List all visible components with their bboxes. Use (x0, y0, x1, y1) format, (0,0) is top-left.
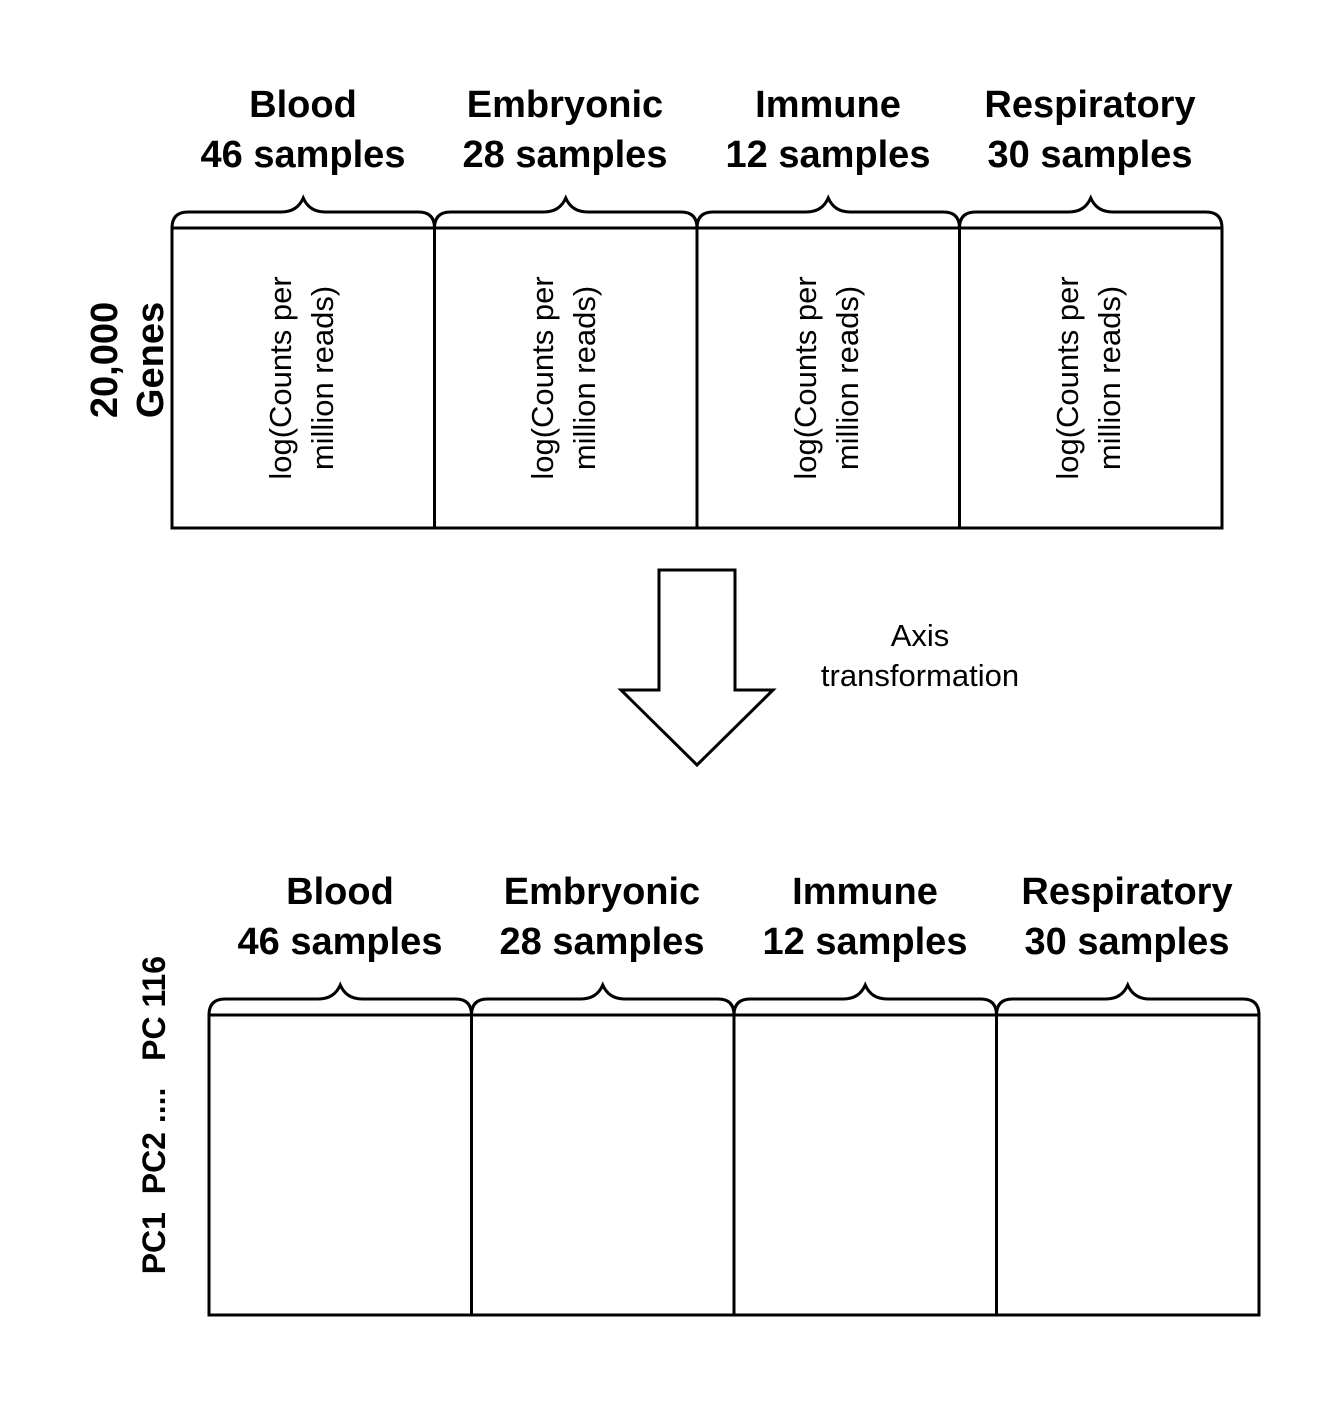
top-braces (170, 194, 1224, 229)
row-label-count: 20,000 (84, 301, 126, 419)
down-arrow (617, 568, 777, 768)
bottom-group-label-embryonic: Embryonic 28 samples (471, 867, 733, 967)
bottom-group-label-blood: Blood 46 samples (209, 867, 471, 967)
group-sample-count: 12 samples (725, 134, 931, 176)
group-name: Blood (249, 84, 357, 126)
top-group-label-respiratory: Respiratory 30 samples (959, 80, 1221, 180)
group-brace (433, 194, 699, 229)
cell-value-line: million reads) (567, 285, 602, 471)
cell-value-line: million reads) (305, 285, 340, 471)
group-name: Blood (286, 871, 394, 913)
principal-components-label: PC1 PC2 .... PC 116 (136, 955, 172, 1275)
top-row-label: 20,000 Genes (82, 302, 174, 418)
group-brace (695, 194, 961, 229)
group-brace (732, 981, 998, 1016)
row-label-unit: Genes (130, 301, 172, 419)
group-name: Embryonic (503, 871, 701, 913)
cell-value-line: log(Counts per (525, 276, 560, 480)
group-name: Embryonic (466, 84, 664, 126)
group-name: Respiratory (1021, 871, 1233, 913)
cell-value-label: log(Counts per million reads) (522, 276, 606, 479)
group-sample-count: 28 samples (462, 134, 668, 176)
group-sample-count: 46 samples (200, 134, 406, 176)
cell-value-label: log(Counts per million reads) (785, 276, 869, 479)
top-group-label-immune: Immune 12 samples (697, 80, 959, 180)
group-sample-count: 28 samples (499, 921, 705, 963)
arrow-label-line: Axis (890, 618, 950, 653)
cell-value-line: log(Counts per (263, 276, 298, 480)
cell-value-label: log(Counts per million reads) (1047, 276, 1131, 479)
cell-value-line: million reads) (1092, 285, 1127, 471)
cell-value-line: log(Counts per (1050, 276, 1085, 480)
group-sample-count: 30 samples (987, 134, 1193, 176)
bottom-braces (207, 981, 1261, 1016)
top-group-label-embryonic: Embryonic 28 samples (434, 80, 696, 180)
group-brace (207, 981, 473, 1016)
bottom-group-label-respiratory: Respiratory 30 samples (996, 867, 1258, 967)
bottom-group-label-immune: Immune 12 samples (734, 867, 996, 967)
cell-value-line: log(Counts per (788, 276, 823, 480)
group-sample-count: 30 samples (1024, 921, 1230, 963)
group-sample-count: 12 samples (762, 921, 968, 963)
group-brace (470, 981, 736, 1016)
group-brace (995, 981, 1261, 1016)
group-name: Respiratory (984, 84, 1196, 126)
axis-transformation-label: Axis transformation (800, 616, 1040, 696)
top-group-label-blood: Blood 46 samples (172, 80, 434, 180)
bottom-row-label: PC1 PC2 .... PC 116 (100, 956, 172, 1292)
cell-value-label: log(Counts per million reads) (260, 276, 344, 479)
bottom-matrix (207, 1013, 1261, 1317)
group-brace (958, 194, 1224, 229)
arrow-label-line: transformation (820, 658, 1020, 693)
group-name: Immune (755, 84, 901, 126)
group-brace (170, 194, 436, 229)
group-name: Immune (792, 871, 938, 913)
group-sample-count: 46 samples (237, 921, 443, 963)
cell-value-line: million reads) (830, 285, 865, 471)
